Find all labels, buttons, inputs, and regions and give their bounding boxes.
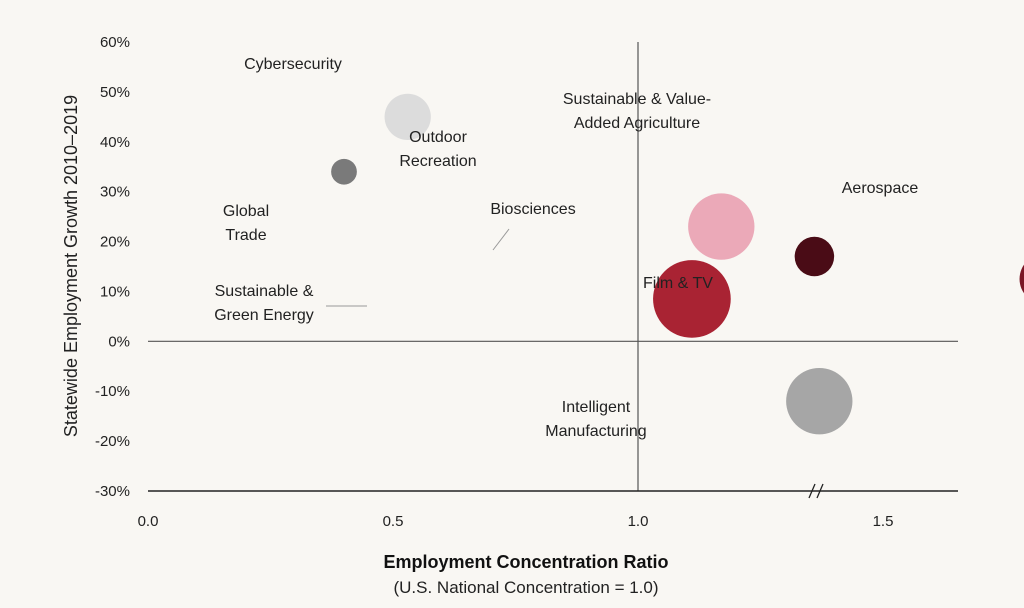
y-axis-title: Statewide Employment Growth 2010–2019 bbox=[61, 95, 81, 437]
bubble-label-sustainable-and-value-added-agriculture: Added Agriculture bbox=[574, 115, 700, 132]
bubble-label-sustainable-and-green-energy: Green Energy bbox=[214, 307, 314, 324]
x-axis-subtitle: (U.S. National Concentration = 1.0) bbox=[393, 578, 658, 597]
x-axis-title: Employment Concentration Ratio bbox=[383, 552, 668, 572]
bubble-global-trade bbox=[331, 158, 357, 185]
bubble-labels: Cybersecurity Global Trade Outdoor Recreatio… bbox=[214, 56, 918, 440]
bubble-biosciences bbox=[794, 236, 835, 277]
bubble-label-aerospace: Aerospace bbox=[842, 180, 919, 197]
x-tick-label: 0.0 bbox=[138, 513, 159, 530]
bubble-intelligent-manufacturing bbox=[786, 368, 853, 435]
bubble-label-outdoor-recreation: Outdoor bbox=[409, 129, 467, 146]
y-tick-label: -20% bbox=[95, 433, 130, 450]
x-tick-label: 1.5 bbox=[873, 513, 894, 530]
leader-line-biosciences bbox=[492, 228, 510, 251]
bubble-sustainable-and-green-energy bbox=[653, 260, 731, 338]
y-tick-label: 0% bbox=[108, 333, 130, 350]
y-tick-label: -30% bbox=[95, 483, 130, 500]
y-tick-label: 60% bbox=[100, 34, 130, 51]
axes: 0.00.51.01.52.02.510.060%50%40%30%20%10%… bbox=[95, 34, 958, 530]
axis-break-mark bbox=[808, 483, 816, 499]
y-tick-label: 30% bbox=[100, 184, 130, 201]
bubble-outdoor-recreation bbox=[688, 193, 755, 260]
x-tick-label: 1.0 bbox=[628, 513, 649, 530]
leader-lines bbox=[326, 228, 510, 307]
bubble-label-biosciences: Biosciences bbox=[490, 201, 575, 218]
axis-break-mark bbox=[816, 483, 824, 499]
bubble-label-sustainable-and-value-added-agriculture: Sustainable & Value- bbox=[563, 91, 711, 108]
bubble-label-global-trade: Trade bbox=[225, 227, 266, 244]
bubble-cybersecurity bbox=[384, 93, 431, 140]
bubble-label-outdoor-recreation: Recreation bbox=[399, 153, 476, 170]
bubble-label-intelligent-manufacturing: Manufacturing bbox=[545, 423, 646, 440]
y-tick-label: 50% bbox=[100, 84, 130, 101]
bubble-label-film-and-tv: Film & TV bbox=[643, 275, 713, 292]
bubble-label-global-trade: Global bbox=[223, 203, 269, 220]
y-tick-label: 20% bbox=[100, 234, 130, 251]
y-tick-label: 10% bbox=[100, 283, 130, 300]
bubble-film-and-tv bbox=[1019, 264, 1024, 294]
bubble-label-sustainable-and-green-energy: Sustainable & bbox=[215, 283, 314, 300]
x-tick-label: 0.5 bbox=[383, 513, 404, 530]
y-tick-label: 40% bbox=[100, 134, 130, 151]
y-tick-label: -10% bbox=[95, 383, 130, 400]
bubbles bbox=[331, 93, 1024, 435]
reference-lines bbox=[148, 42, 958, 491]
bubble-label-intelligent-manufacturing: Intelligent bbox=[562, 399, 631, 416]
bubble-label-cybersecurity: Cybersecurity bbox=[244, 56, 342, 73]
